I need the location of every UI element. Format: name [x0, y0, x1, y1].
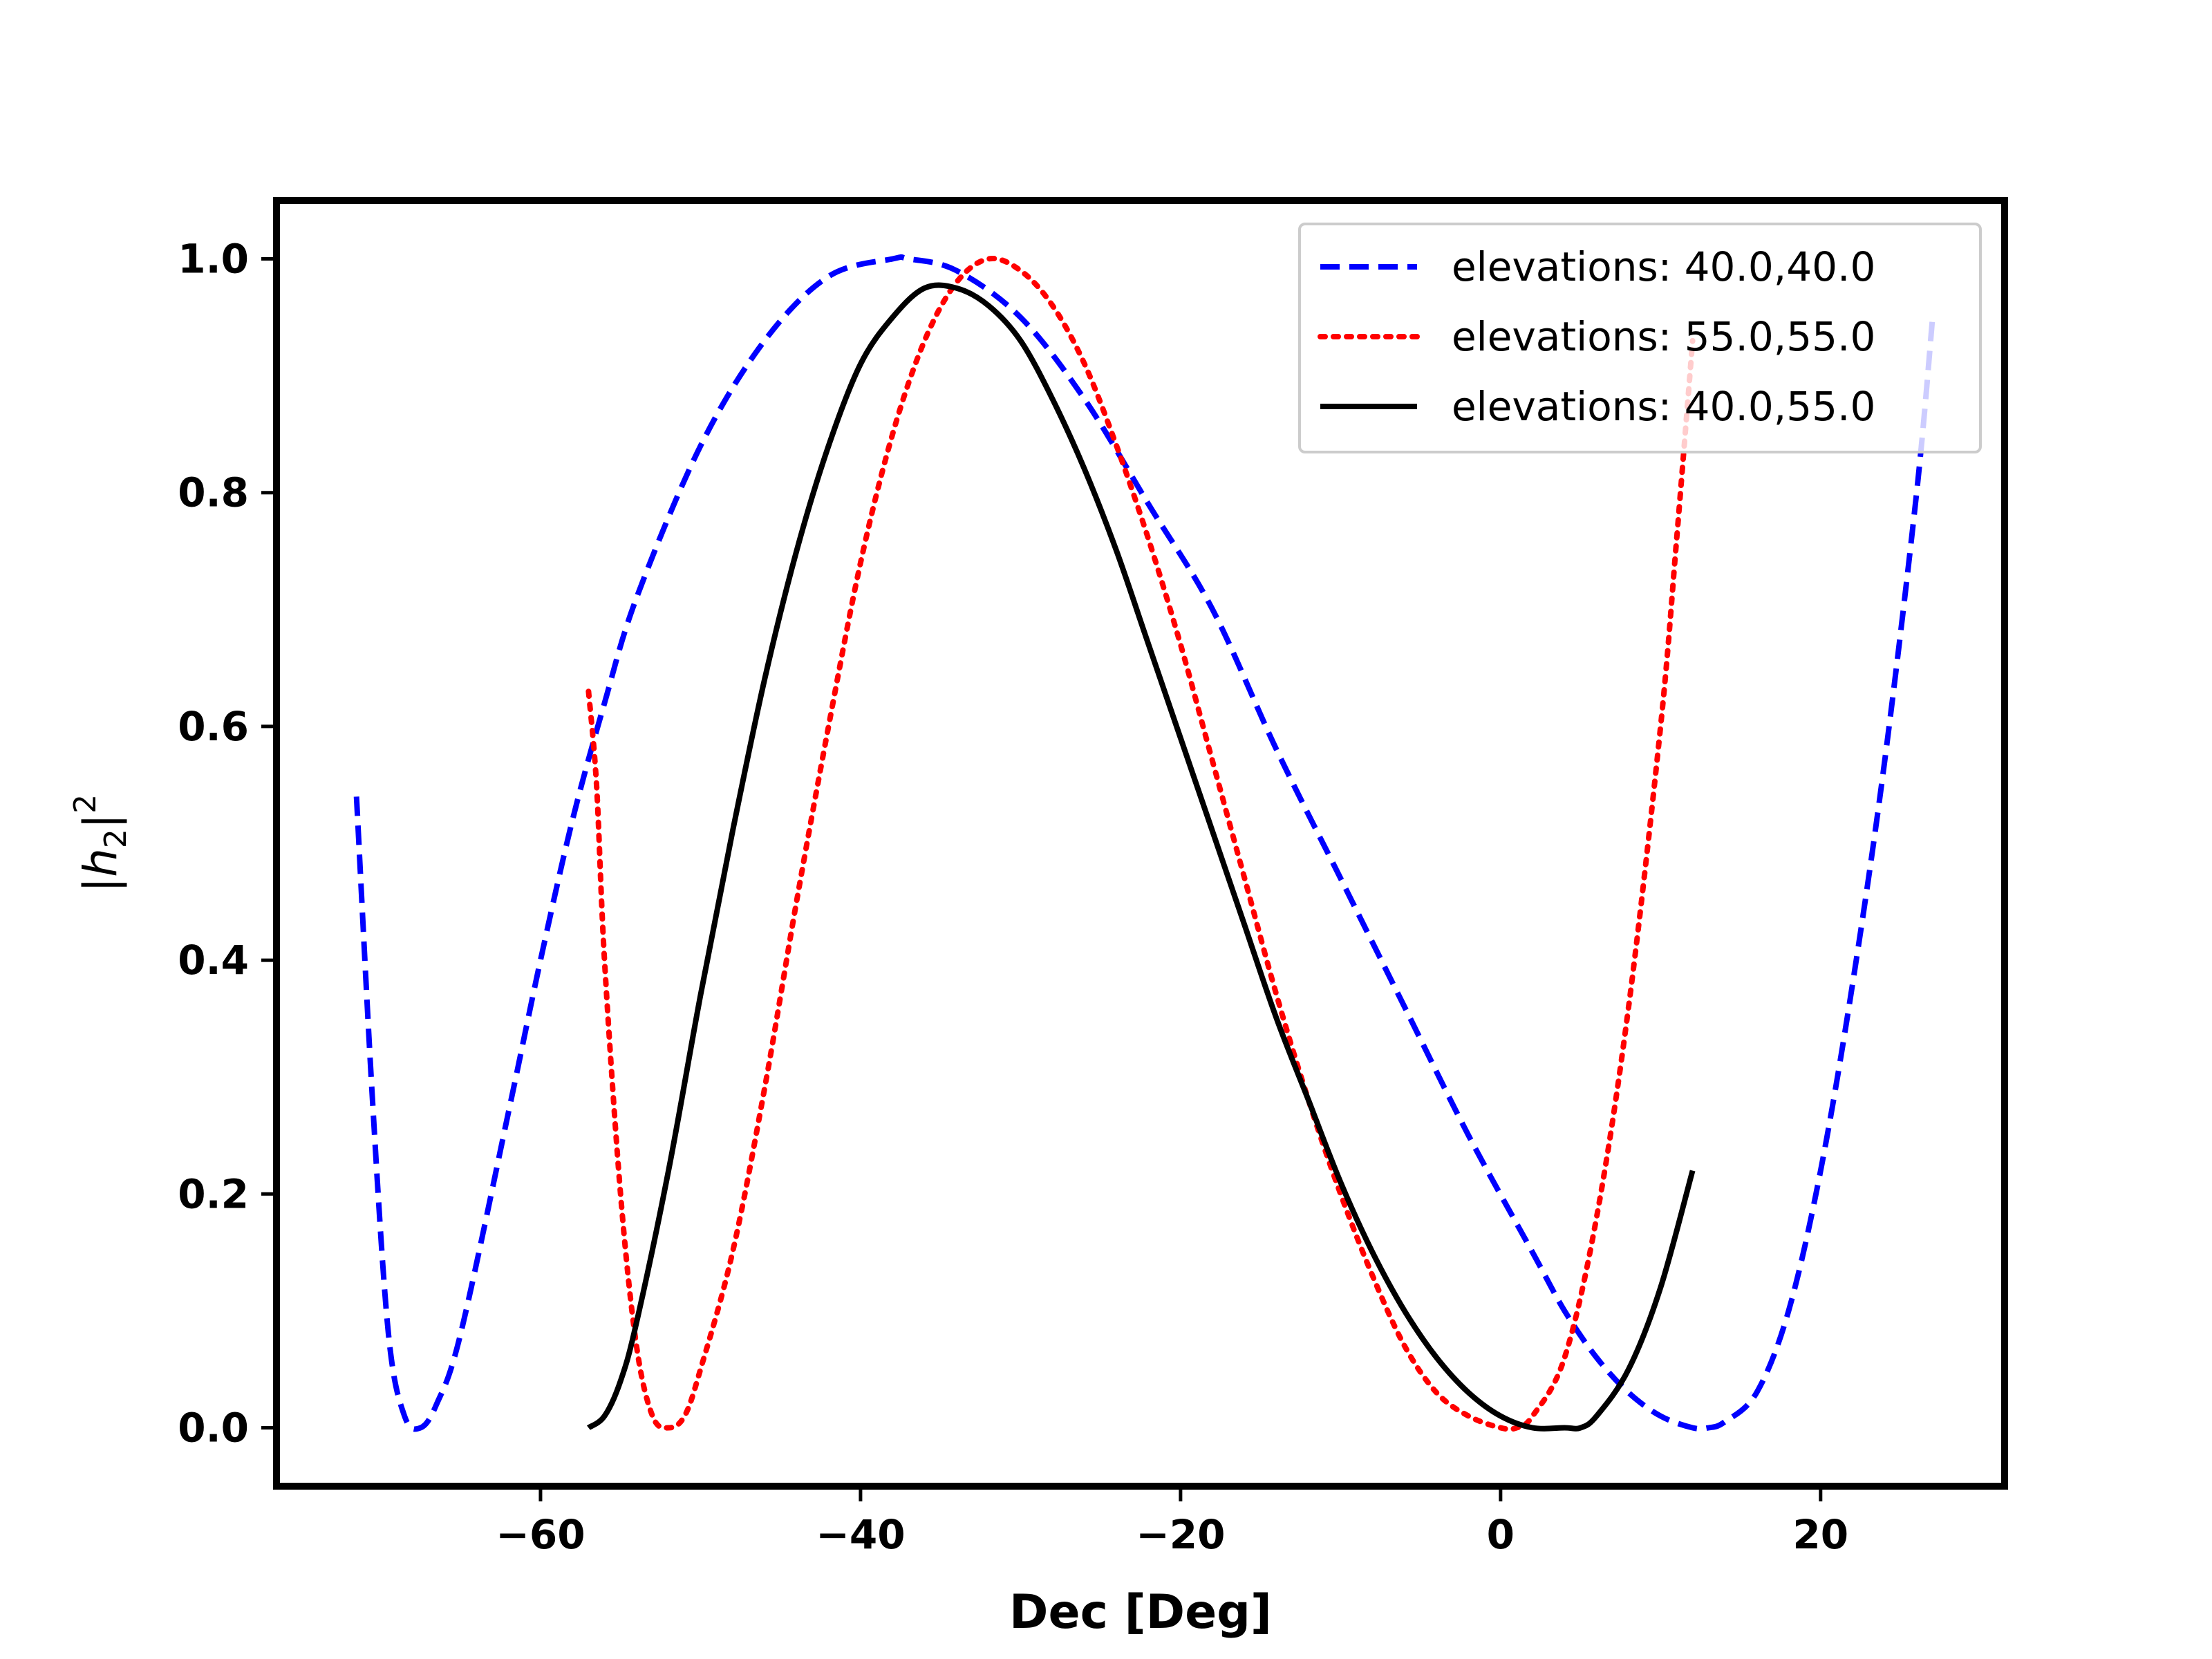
plot-frame [273, 197, 2008, 1490]
y-tick-label: 0.8 [178, 469, 249, 516]
y-axis-title-superscript: 2 [68, 794, 103, 814]
legend-box [1298, 223, 1982, 453]
x-tick-label: −40 [816, 1511, 905, 1558]
x-axis-ticks: −60 −40 −20 0 20 [496, 1486, 1848, 1558]
y-axis-ticks: 0.0 0.2 0.4 0.6 0.8 1.0 [178, 236, 276, 1451]
series-line-2 [585, 255, 1696, 1432]
y-tick-label: 0.4 [178, 937, 249, 984]
x-tick-label: 0 [1487, 1511, 1515, 1558]
legend-label-series-2: elevations: 55.0,55.0 [1452, 313, 1875, 360]
y-tick-label: 0.6 [178, 703, 249, 750]
y-tick-label: 1.0 [178, 236, 249, 283]
legend: elevations: 40.0,40.0 elevations: 55.0,5… [1298, 223, 1982, 453]
y-axis-title-bar-right: | [74, 814, 127, 829]
series-line-1 [353, 254, 1936, 1432]
legend-label-series-1: elevations: 40.0,40.0 [1452, 243, 1875, 290]
y-axis-title-symbol: h [74, 848, 127, 877]
x-axis-title: Dec [Deg] [1009, 1585, 1272, 1640]
series-layer [353, 254, 1936, 1432]
x-tick-label: 20 [1792, 1511, 1848, 1558]
legend-label-series-3: elevations: 40.0,55.0 [1452, 383, 1875, 430]
y-axis-title-subscript: 2 [98, 829, 133, 848]
x-tick-label: −60 [496, 1511, 585, 1558]
series-line-3 [586, 282, 1696, 1432]
y-axis-title: |h2|2 [68, 794, 133, 892]
y-tick-label: 0.2 [178, 1170, 249, 1217]
x-tick-label: −20 [1136, 1511, 1225, 1558]
y-tick-label: 0.0 [178, 1404, 249, 1451]
y-axis-title-bar-left: | [74, 877, 127, 892]
